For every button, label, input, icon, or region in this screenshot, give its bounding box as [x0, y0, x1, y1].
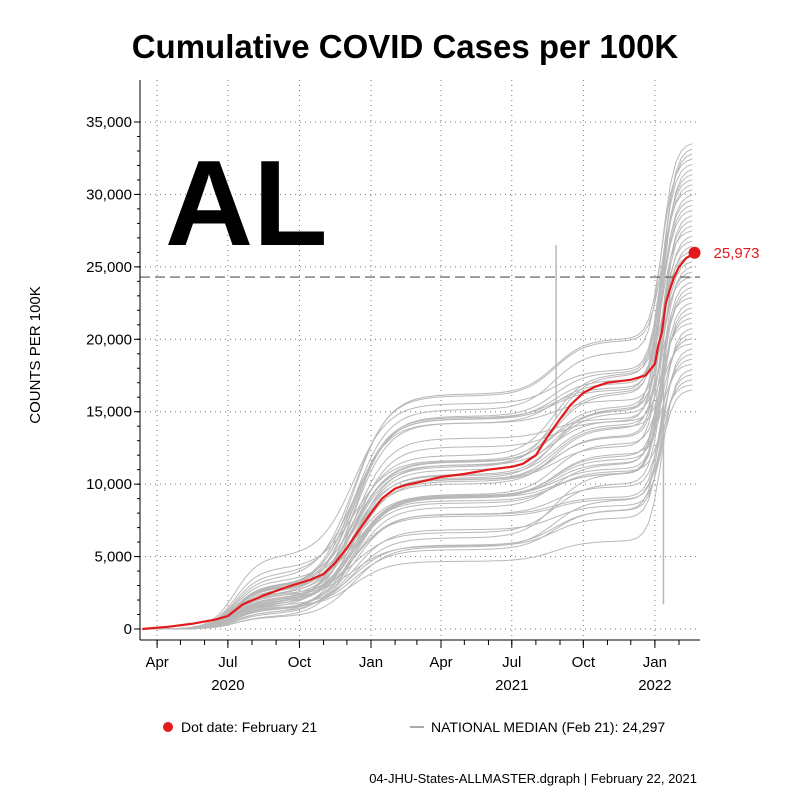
state-line — [142, 230, 693, 630]
state-line — [142, 322, 693, 630]
x-tick-label: Oct — [572, 654, 596, 671]
x-tick-label: Jul — [502, 654, 521, 671]
y-tick-label: 5,000 — [94, 549, 132, 566]
y-tick-label: 30,000 — [86, 186, 132, 203]
state-line — [142, 209, 693, 630]
state-line — [142, 276, 693, 630]
y-tick-label: 10,000 — [86, 476, 132, 493]
state-line — [142, 189, 693, 630]
state-line — [142, 235, 693, 630]
state-line — [142, 292, 693, 630]
state-line — [142, 163, 693, 630]
highlight-end-label: 25,973 — [714, 245, 760, 262]
state-line — [142, 179, 693, 630]
legend-dot-date: Dot date: February 21 — [181, 719, 317, 735]
chart-title: Cumulative COVID Cases per 100K — [132, 28, 679, 65]
x-tick-label: Apr — [145, 654, 168, 671]
state-line — [142, 297, 693, 630]
state-line — [142, 374, 693, 630]
x-year-label: 2022 — [638, 677, 671, 694]
state-line — [142, 358, 693, 630]
state-line — [142, 266, 693, 630]
state-line — [142, 240, 693, 630]
y-tick-label: 25,000 — [86, 259, 132, 276]
state-line — [142, 379, 693, 630]
state-line — [142, 312, 693, 630]
y-tick-label: 15,000 — [86, 404, 132, 421]
other-state-lines — [142, 143, 693, 630]
state-line — [142, 148, 693, 630]
footer-source: 04-JHU-States-ALLMASTER.dgraph | Februar… — [369, 771, 697, 786]
y-tick-label: 0 — [124, 621, 132, 638]
state-label: AL — [165, 135, 328, 271]
state-line — [142, 302, 693, 630]
legend-dot-marker — [163, 722, 173, 732]
y-tick-label: 20,000 — [86, 331, 132, 348]
x-tick-label: Jan — [643, 654, 667, 671]
state-line — [142, 251, 693, 630]
y-axis-label: COUNTS PER 100K — [27, 286, 44, 424]
x-tick-label: Jan — [359, 654, 383, 671]
state-line — [142, 220, 693, 630]
state-line — [142, 215, 693, 630]
state-line — [142, 168, 693, 630]
state-line — [142, 143, 693, 630]
state-line — [142, 204, 693, 630]
state-line — [142, 256, 693, 630]
state-line — [142, 363, 693, 630]
x-tick-label: Apr — [429, 654, 452, 671]
x-tick-label: Oct — [288, 654, 312, 671]
x-year-label: 2020 — [211, 677, 244, 694]
y-tick-label: 35,000 — [86, 114, 132, 131]
state-line — [142, 281, 693, 630]
highlight-line — [142, 251, 696, 631]
highlight-series: 25,973 — [142, 245, 760, 631]
legend-national-median: NATIONAL MEDIAN (Feb 21): 24,297 — [431, 719, 665, 735]
x-year-label: 2021 — [495, 677, 528, 694]
x-tick-label: Jul — [218, 654, 237, 671]
state-line — [142, 261, 693, 630]
axes: 0 5,000 10,000 15,000 20,000 25,000 30,000 35,0… — [86, 80, 700, 694]
highlight-end-dot — [688, 246, 701, 259]
